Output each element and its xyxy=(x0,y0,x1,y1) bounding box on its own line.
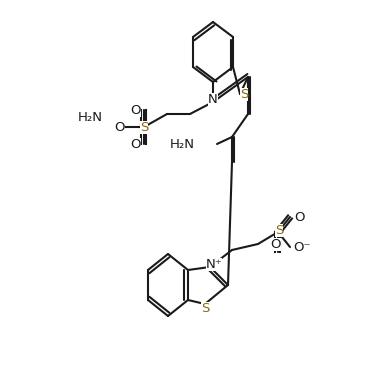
Text: N⁺: N⁺ xyxy=(206,258,222,270)
Text: O: O xyxy=(295,211,305,223)
Text: S: S xyxy=(140,120,148,134)
Text: H₂N: H₂N xyxy=(78,111,103,123)
Text: O⁻: O⁻ xyxy=(293,241,311,254)
Text: O: O xyxy=(131,138,141,151)
Text: H₂N: H₂N xyxy=(170,138,195,151)
Text: O: O xyxy=(131,103,141,116)
Text: S: S xyxy=(240,87,248,100)
Text: S: S xyxy=(201,301,209,314)
Text: O: O xyxy=(271,238,281,250)
Text: O: O xyxy=(115,120,125,134)
Text: N: N xyxy=(208,93,218,105)
Text: S: S xyxy=(275,223,283,236)
